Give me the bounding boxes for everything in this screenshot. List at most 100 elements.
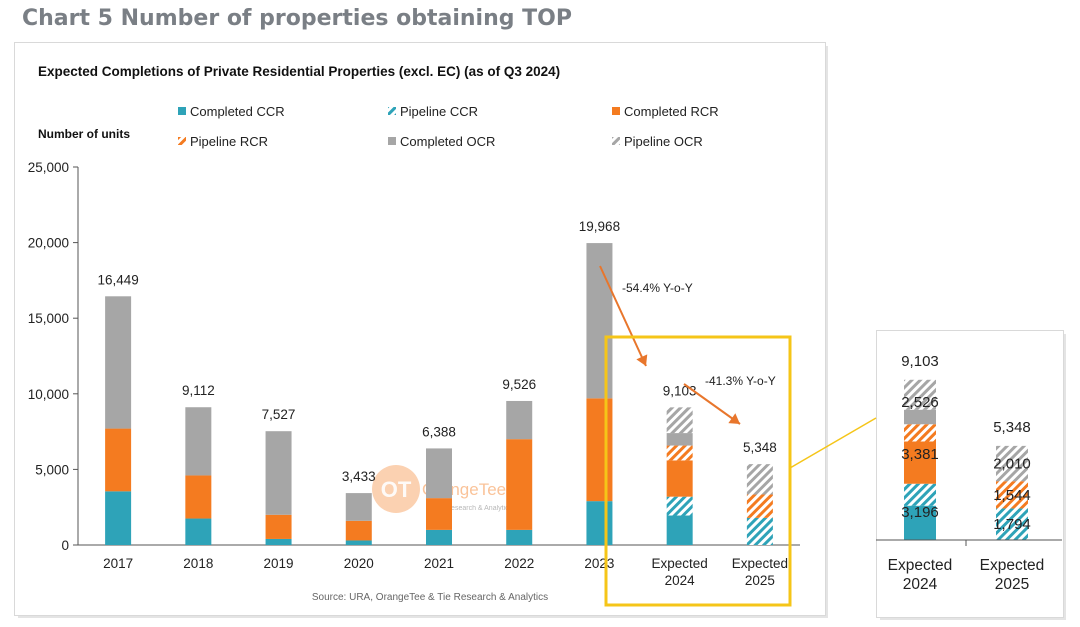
y-tick-label: 10,000 [28,387,69,402]
bar-segment-pipeline-rcr [746,494,773,518]
zoom-segment-label: 2,526 [901,394,939,411]
y-axis-label: Number of units [38,127,130,141]
x-tick-label: 2025 [745,573,775,588]
x-tick-label: 2023 [584,556,614,571]
zoom-connector [789,417,877,469]
total-label: 5,348 [743,440,777,455]
bar-segment-pipeline-ccr [746,517,773,545]
total-label: 19,968 [579,219,620,234]
bar-segment-completed-ccr [105,491,132,545]
yoy-arrow-2025 [683,383,741,425]
bar-segment-completed-ocr [506,400,533,440]
y-tick-label: 15,000 [28,311,69,326]
bar-segment-pipeline-ocr [746,464,773,495]
zoom-total-label: 9,103 [901,353,939,370]
legend-label: Completed RCR [624,104,719,119]
yoy-arrow-2025-head [728,413,740,424]
y-tick-label: 20,000 [28,236,69,251]
bar-segment-completed-ocr [345,493,372,521]
zoom-total-label: 5,348 [993,419,1031,436]
yoy-arrow-2024-head [636,354,648,366]
bar-segment-completed-ocr [586,243,613,399]
x-tick-label: 2022 [504,556,534,571]
bar-segment-completed-ocr [185,407,212,476]
legend-label: Pipeline RCR [190,134,268,149]
x-tick-label: 2020 [344,556,374,571]
legend-swatch [388,107,396,115]
zoom-bar-rcr-pipeline [996,481,1028,509]
zoom-bar-ccr-pipeline [904,483,936,506]
x-tick-label: 2021 [424,556,454,571]
y-tick-label: 5,000 [35,462,69,477]
total-label: 6,388 [422,424,456,439]
bar-segment-completed-ccr [586,501,613,545]
watermark-logo [372,465,420,513]
bar-segment-completed-ccr [185,518,212,545]
legend-label: Completed CCR [190,104,285,119]
y-tick-label: 0 [61,538,69,553]
bar-segment-completed-ccr [666,515,693,545]
bar-segment-completed-ccr [345,540,372,545]
legend-label: Pipeline OCR [624,134,703,149]
total-label: 3,433 [342,469,376,484]
zoom-x-label: Expected [980,557,1045,574]
bar-segment-completed-ccr [506,529,533,545]
highlight-box [604,335,792,607]
total-label: 9,526 [502,377,536,392]
bar-segment-pipeline-rcr [666,445,693,461]
bar-segment-completed-ocr [426,448,452,499]
legend-swatch [178,137,186,145]
x-tick-label: 2019 [264,556,294,571]
bar-segment-completed-rcr [105,428,132,492]
bar-segment-completed-rcr [506,439,533,530]
legend-label: Completed OCR [400,134,495,149]
zoom-bar-ccr-pipeline [996,508,1028,540]
total-label: 7,527 [262,407,296,422]
y-tick-label: 25,000 [28,160,69,175]
x-tick-label: 2017 [103,556,133,571]
legend-swatch [612,107,620,115]
x-tick-label: 2018 [183,556,213,571]
bar-segment-completed-rcr [426,498,452,530]
zoom-segment-label: 1,544 [993,487,1031,504]
legend-swatch [178,107,186,115]
bar-segment-completed-rcr [185,475,212,519]
bar-segment-completed-ocr [105,296,132,429]
source-note: Source: URA, OrangeTee & Tie Research & … [312,592,548,603]
bar-segment-completed-rcr [586,398,613,502]
zoom-bar-rcr-pipeline [904,424,936,442]
bar-segment-pipeline-ocr [666,407,693,434]
bar-segment-completed-rcr [345,520,372,541]
watermark-subtext: Research & Analytics [446,505,513,512]
bar-segment-completed-ccr [426,529,452,545]
x-tick-label: 2024 [665,573,696,588]
yoy-annotation: -54.4% Y-o-Y [622,281,693,295]
total-label: 9,103 [663,383,697,398]
zoom-bar-ocr-pipeline [996,445,1028,482]
bar-segment-pipeline-ccr [666,496,693,516]
total-label: 16,449 [97,272,138,287]
zoom-segment-label: 1,794 [993,516,1031,533]
legend-swatch [612,137,620,145]
zoom-segment-label: 3,196 [901,504,939,521]
bar-segment-completed-rcr [265,514,292,539]
zoom-segment-label: 3,381 [901,446,939,463]
bar-segment-completed-ccr [265,538,292,545]
zoom-bar-rcr-completed [904,441,936,484]
x-tick-label: Expected [732,556,788,571]
page-heading: Chart 5 Number of properties obtaining T… [22,6,572,31]
yoy-annotation: -41.3% Y-o-Y [705,374,776,388]
x-tick-label: Expected [652,556,708,571]
total-label: 9,112 [182,383,215,398]
yoy-arrow-2024 [599,265,647,367]
watermark-logo-text: OT [381,477,412,502]
zoom-x-label: 2025 [995,576,1029,593]
bar-segment-completed-ocr [666,433,693,446]
zoom-bar-ccr-completed [904,505,936,540]
bar-segment-completed-ocr [265,431,292,515]
legend-swatch [388,137,396,145]
legend-label: Pipeline CCR [400,104,478,119]
chart-title: Expected Completions of Private Resident… [38,64,560,79]
zoom-segment-label: 2,010 [993,456,1031,473]
